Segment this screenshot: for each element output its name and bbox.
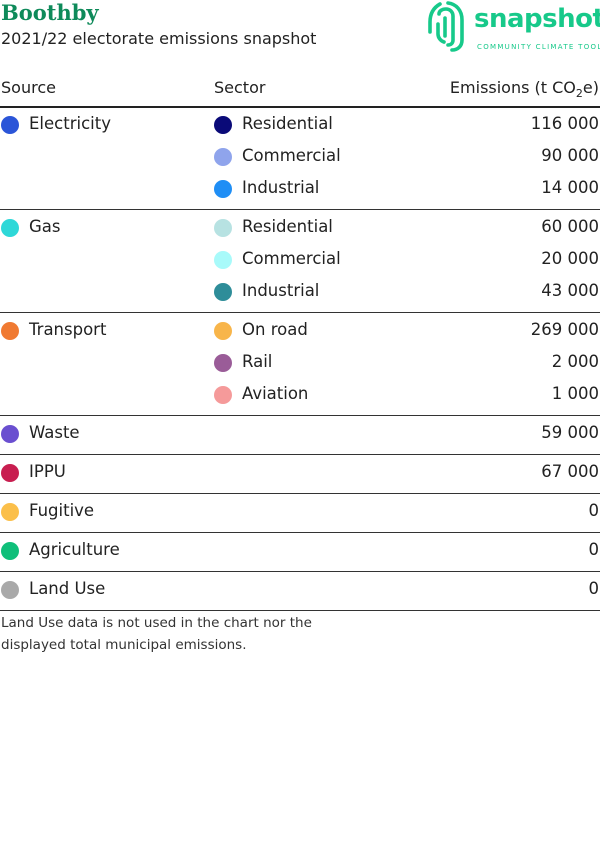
source-group: IPPU 67 000: [0, 455, 600, 494]
table-row: Transport On road 269 000: [0, 319, 600, 351]
sector-color-dot: [214, 354, 232, 372]
table-row: Rail 2 000: [0, 351, 600, 383]
source-color-dot: [1, 116, 19, 134]
source-group: Waste 59 000: [0, 416, 600, 455]
sector-label: Residential: [242, 114, 333, 133]
source-color-dot: [1, 219, 19, 237]
source-label: Land Use: [29, 579, 106, 598]
source-group: Land Use 0: [0, 572, 600, 611]
logo-wordmark: snapshot: [474, 4, 600, 34]
sector-label: Residential: [242, 217, 333, 236]
table-row: IPPU 67 000: [0, 461, 600, 493]
sector-label: Commercial: [242, 146, 341, 165]
table-row: Commercial 20 000: [0, 248, 600, 280]
source-label: Transport: [29, 320, 107, 339]
emissions-value: 0: [588, 579, 600, 598]
sector-color-dot: [214, 386, 232, 404]
column-emissions: Emissions (t CO2e): [450, 78, 599, 100]
page-subtitle: 2021/22 electorate emissions snapshot: [1, 29, 317, 48]
table-row: Waste 59 000: [0, 422, 600, 454]
sector-color-dot: [214, 251, 232, 269]
column-emissions-subscript: 2: [575, 87, 583, 101]
column-emissions-suffix: e): [582, 78, 599, 97]
emissions-value: 67 000: [541, 462, 599, 481]
logo-tagline: COMMUNITY CLIMATE TOOL: [477, 43, 600, 51]
source-group: Agriculture 0: [0, 533, 600, 572]
sector-color-dot: [214, 283, 232, 301]
table-row: Electricity Residential 116 000: [0, 113, 600, 145]
footnote: Land Use data is not used in the chart n…: [1, 615, 312, 653]
source-color-dot: [1, 503, 19, 521]
sector-label: Commercial: [242, 249, 341, 268]
source-color-dot: [1, 425, 19, 443]
column-sector: Sector: [214, 78, 266, 97]
sector-color-dot: [214, 148, 232, 166]
source-label: Waste: [29, 423, 80, 442]
table-row: Agriculture 0: [0, 539, 600, 571]
source-label: IPPU: [29, 462, 66, 481]
sector-label: On road: [242, 320, 308, 339]
emissions-value: 14 000: [541, 178, 599, 197]
emissions-value: 1 000: [551, 384, 599, 403]
source-group: Fugitive 0: [0, 494, 600, 533]
sector-label: Rail: [242, 352, 273, 371]
snapshot-logo: snapshot COMMUNITY CLIMATE TOOL: [428, 0, 600, 56]
emissions-value: 90 000: [541, 146, 599, 165]
table-row: Fugitive 0: [0, 500, 600, 532]
table-header: Source Sector Emissions (t CO2e): [0, 76, 600, 108]
table-row: Gas Residential 60 000: [0, 216, 600, 248]
sector-color-dot: [214, 219, 232, 237]
source-label: Fugitive: [29, 501, 95, 520]
emissions-value: 59 000: [541, 423, 599, 442]
table-row: Industrial 43 000: [0, 280, 600, 312]
source-color-dot: [1, 464, 19, 482]
page-title: Boothby: [1, 0, 99, 25]
emissions-value: 269 000: [530, 320, 599, 339]
source-label: Gas: [29, 217, 61, 236]
page-header: Boothby 2021/22 electorate emissions sna…: [0, 0, 600, 70]
sector-color-dot: [214, 116, 232, 134]
emissions-value: 2 000: [551, 352, 599, 371]
source-group: Transport On road 269 000 Rail 2 000 Aviation…: [0, 313, 600, 416]
table-row: Land Use 0: [0, 578, 600, 610]
table-row: Commercial 90 000: [0, 145, 600, 177]
source-label: Electricity: [29, 114, 111, 133]
sector-color-dot: [214, 180, 232, 198]
source-color-dot: [1, 581, 19, 599]
emissions-value: 60 000: [541, 217, 599, 236]
emissions-value: 0: [588, 501, 600, 520]
sector-label: Aviation: [242, 384, 309, 403]
emissions-value: 116 000: [530, 114, 599, 133]
emissions-value: 20 000: [541, 249, 599, 268]
table-row: Aviation 1 000: [0, 383, 600, 415]
fingerprint-icon: [428, 1, 464, 52]
column-source: Source: [1, 78, 56, 97]
source-label: Agriculture: [29, 540, 120, 559]
table-row: Industrial 14 000: [0, 177, 600, 209]
emissions-value: 43 000: [541, 281, 599, 300]
emissions-value: 0: [588, 540, 600, 559]
column-emissions-prefix: Emissions (t CO: [449, 78, 576, 97]
sector-color-dot: [214, 322, 232, 340]
source-group: Gas Residential 60 000 Commercial 20 000 Indu…: [0, 210, 600, 313]
source-color-dot: [1, 322, 19, 340]
sector-label: Industrial: [242, 178, 320, 197]
source-group: Electricity Residential 116 000 Commercial 9…: [0, 107, 600, 210]
source-color-dot: [1, 542, 19, 560]
sector-label: Industrial: [242, 281, 320, 300]
